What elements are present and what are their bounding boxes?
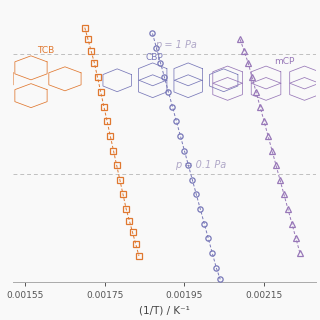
Text: mCP: mCP [275,57,295,66]
Text: p = 1 Pa: p = 1 Pa [156,40,197,50]
Text: p = 0.1 Pa: p = 0.1 Pa [175,160,226,170]
Text: CBP: CBP [145,53,163,62]
X-axis label: (1/T) / K⁻¹: (1/T) / K⁻¹ [139,306,190,316]
Text: TCB: TCB [37,46,55,55]
